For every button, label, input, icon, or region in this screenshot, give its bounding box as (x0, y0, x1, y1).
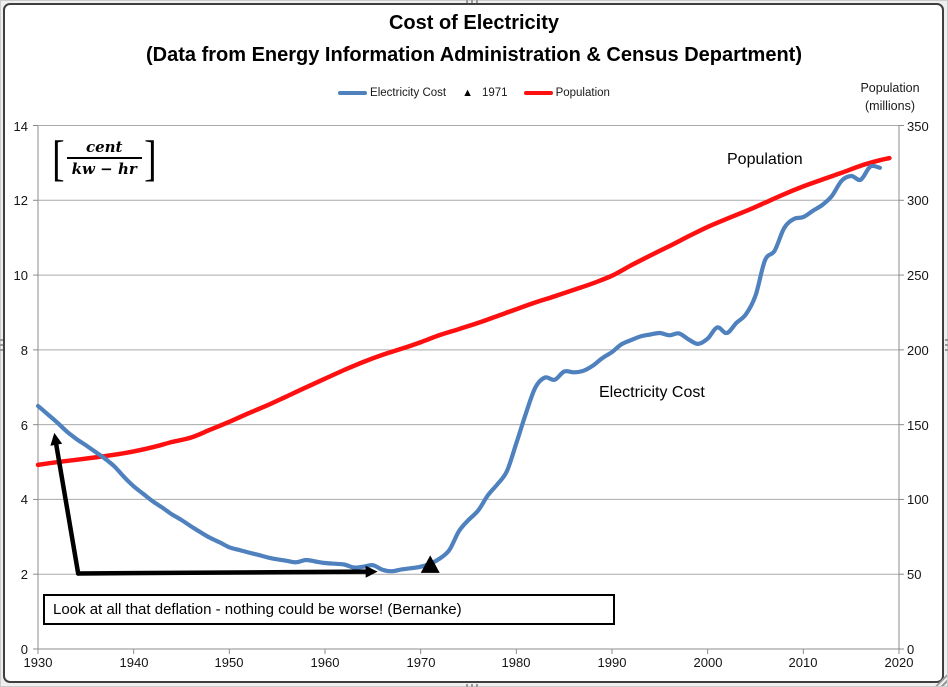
marker-1971-triangle[interactable] (420, 555, 440, 573)
y-left-tick-label: 6 (20, 418, 28, 433)
selection-handle-top[interactable] (466, 0, 481, 3)
chart-frame (3, 3, 944, 683)
annotation-arrow-line (54, 442, 81, 576)
y-right-tick-label: 150 (907, 418, 929, 433)
legend: Electricity Cost ▲ 1971 Population (0, 87, 948, 99)
selection-handle-left[interactable] (0, 336, 3, 351)
y-right-tick-label: 350 (907, 119, 929, 134)
arrowhead-icon (50, 432, 63, 446)
series-line-electricity-cost[interactable] (35, 163, 882, 574)
series-line-population[interactable] (35, 155, 892, 468)
deflation-note-textbox[interactable]: Look at all that deflation - nothing cou… (43, 594, 615, 625)
y-left-tick-label: 14 (13, 119, 28, 134)
legend-label: 1971 (481, 87, 508, 99)
x-tick-label: 2000 (693, 655, 723, 670)
y-right-tick-label: 50 (907, 567, 922, 582)
legend-item-1971[interactable]: ▲ 1971 (462, 87, 507, 99)
legend-item-electricity-cost[interactable]: Electricity Cost (338, 87, 446, 99)
x-tick-label: 2010 (788, 655, 818, 670)
y-right-tick-label: 200 (907, 343, 929, 358)
y-left-tick-label: 0 (20, 642, 28, 657)
annotation-arrow-line (75, 569, 368, 576)
unit-denominator: kw − hr (66, 157, 142, 178)
x-tick-label: 1940 (119, 655, 149, 670)
triangle-marker-icon: ▲ (462, 86, 473, 99)
unit-label-cent-per-kwhr: [ cent kw − hr ] (50, 130, 158, 186)
x-tick-label: 1980 (501, 655, 531, 670)
y-right-tick-label: 300 (907, 193, 929, 208)
electricity-series-label: Electricity Cost (599, 384, 705, 401)
y-left-tick-label: 12 (13, 193, 28, 208)
arrowhead-icon (365, 565, 378, 578)
y-left-tick-label: 10 (13, 268, 28, 283)
y-right-tick-label: 250 (907, 268, 929, 283)
right-bracket: ] (143, 130, 157, 186)
y-right-tick-label: 100 (907, 492, 929, 507)
right-axis-title-line1: Population (860, 81, 920, 95)
legend-item-population[interactable]: Population (523, 87, 610, 99)
deflation-note-text: Look at all that deflation - nothing cou… (53, 601, 462, 618)
x-tick-label: 2020 (884, 655, 914, 670)
y-right-tick-label: 0 (907, 642, 915, 657)
legend-label: Population (555, 87, 610, 99)
unit-numerator: cent (85, 138, 123, 156)
population-series-label: Population (727, 151, 803, 168)
y-left-tick-label: 4 (20, 492, 28, 507)
x-tick-label: 1960 (310, 655, 340, 670)
x-tick-label: 1990 (597, 655, 627, 670)
y-left-tick-label: 8 (20, 343, 28, 358)
chart-title: Cost of Electricity (388, 12, 560, 34)
right-axis-title: Population (millions) (840, 79, 940, 115)
y-left-tick-label: 2 (20, 567, 28, 582)
population-line-swatch-icon (523, 91, 553, 95)
right-axis-title-line2: (millions) (865, 99, 915, 113)
legend-label: Electricity Cost (370, 87, 447, 99)
x-tick-label: 1950 (214, 655, 244, 670)
left-bracket: [ (52, 130, 65, 186)
x-tick-label: 1930 (23, 655, 53, 670)
chart-subtitle: (Data from Energy Information Administra… (146, 44, 802, 66)
x-tick-label: 1970 (406, 655, 436, 670)
electricity-line-swatch-icon (338, 91, 368, 95)
selection-handle-bottom[interactable] (466, 684, 481, 687)
selection-handle-right[interactable] (945, 336, 948, 351)
